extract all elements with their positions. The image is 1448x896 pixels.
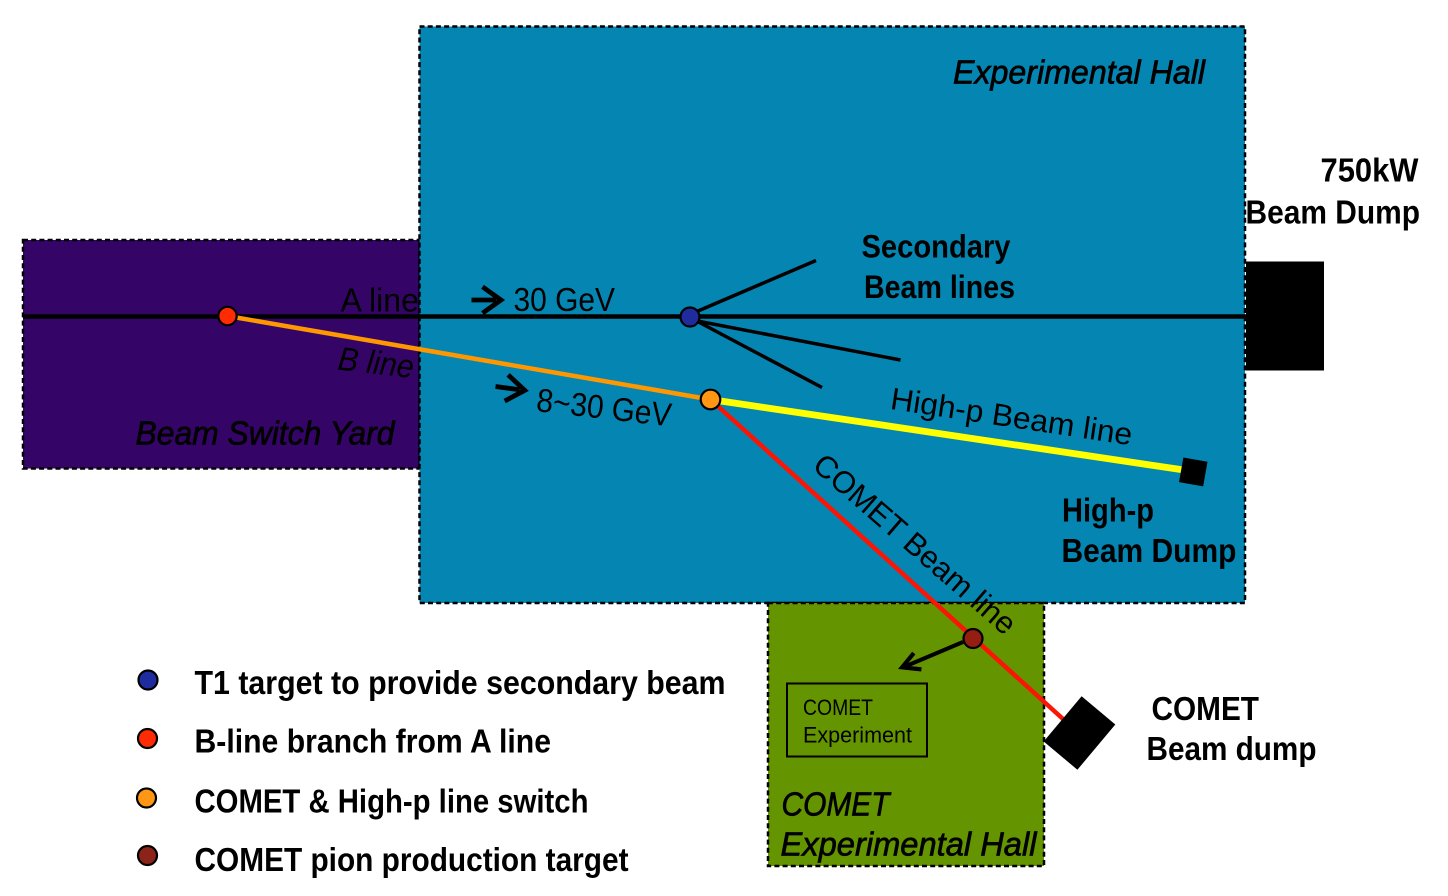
svg-text:Experiment: Experiment	[803, 723, 912, 748]
svg-text:Beam Dump: Beam Dump	[1246, 194, 1421, 231]
svg-text:Experimental Hall: Experimental Hall	[781, 826, 1039, 863]
svg-text:Beam Dump: Beam Dump	[1062, 532, 1237, 569]
svg-text:30 GeV: 30 GeV	[514, 281, 616, 318]
svg-text:B line: B line	[336, 340, 416, 385]
svg-text:COMET pion production target: COMET pion production target	[195, 841, 629, 878]
svg-text:Beam lines: Beam lines	[864, 269, 1015, 305]
svg-text:High-p: High-p	[1062, 492, 1154, 529]
svg-text:COMET: COMET	[782, 786, 893, 823]
svg-text:COMET & High-p line switch: COMET & High-p line switch	[195, 783, 589, 820]
svg-text:COMET: COMET	[1152, 690, 1260, 727]
svg-text:COMET: COMET	[803, 695, 873, 720]
svg-text:Beam Switch Yard: Beam Switch Yard	[136, 415, 397, 452]
svg-text:Beam dump: Beam dump	[1147, 730, 1317, 767]
svg-text:Secondary: Secondary	[862, 229, 1011, 265]
svg-text:750kW: 750kW	[1321, 152, 1420, 189]
svg-text:T1 target to provide secondary: T1 target to provide secondary beam	[195, 664, 726, 701]
svg-text:B-line branch from A line: B-line branch from A line	[195, 723, 552, 760]
svg-text:A line: A line	[341, 282, 420, 319]
svg-text:Experimental Hall: Experimental Hall	[953, 54, 1207, 91]
